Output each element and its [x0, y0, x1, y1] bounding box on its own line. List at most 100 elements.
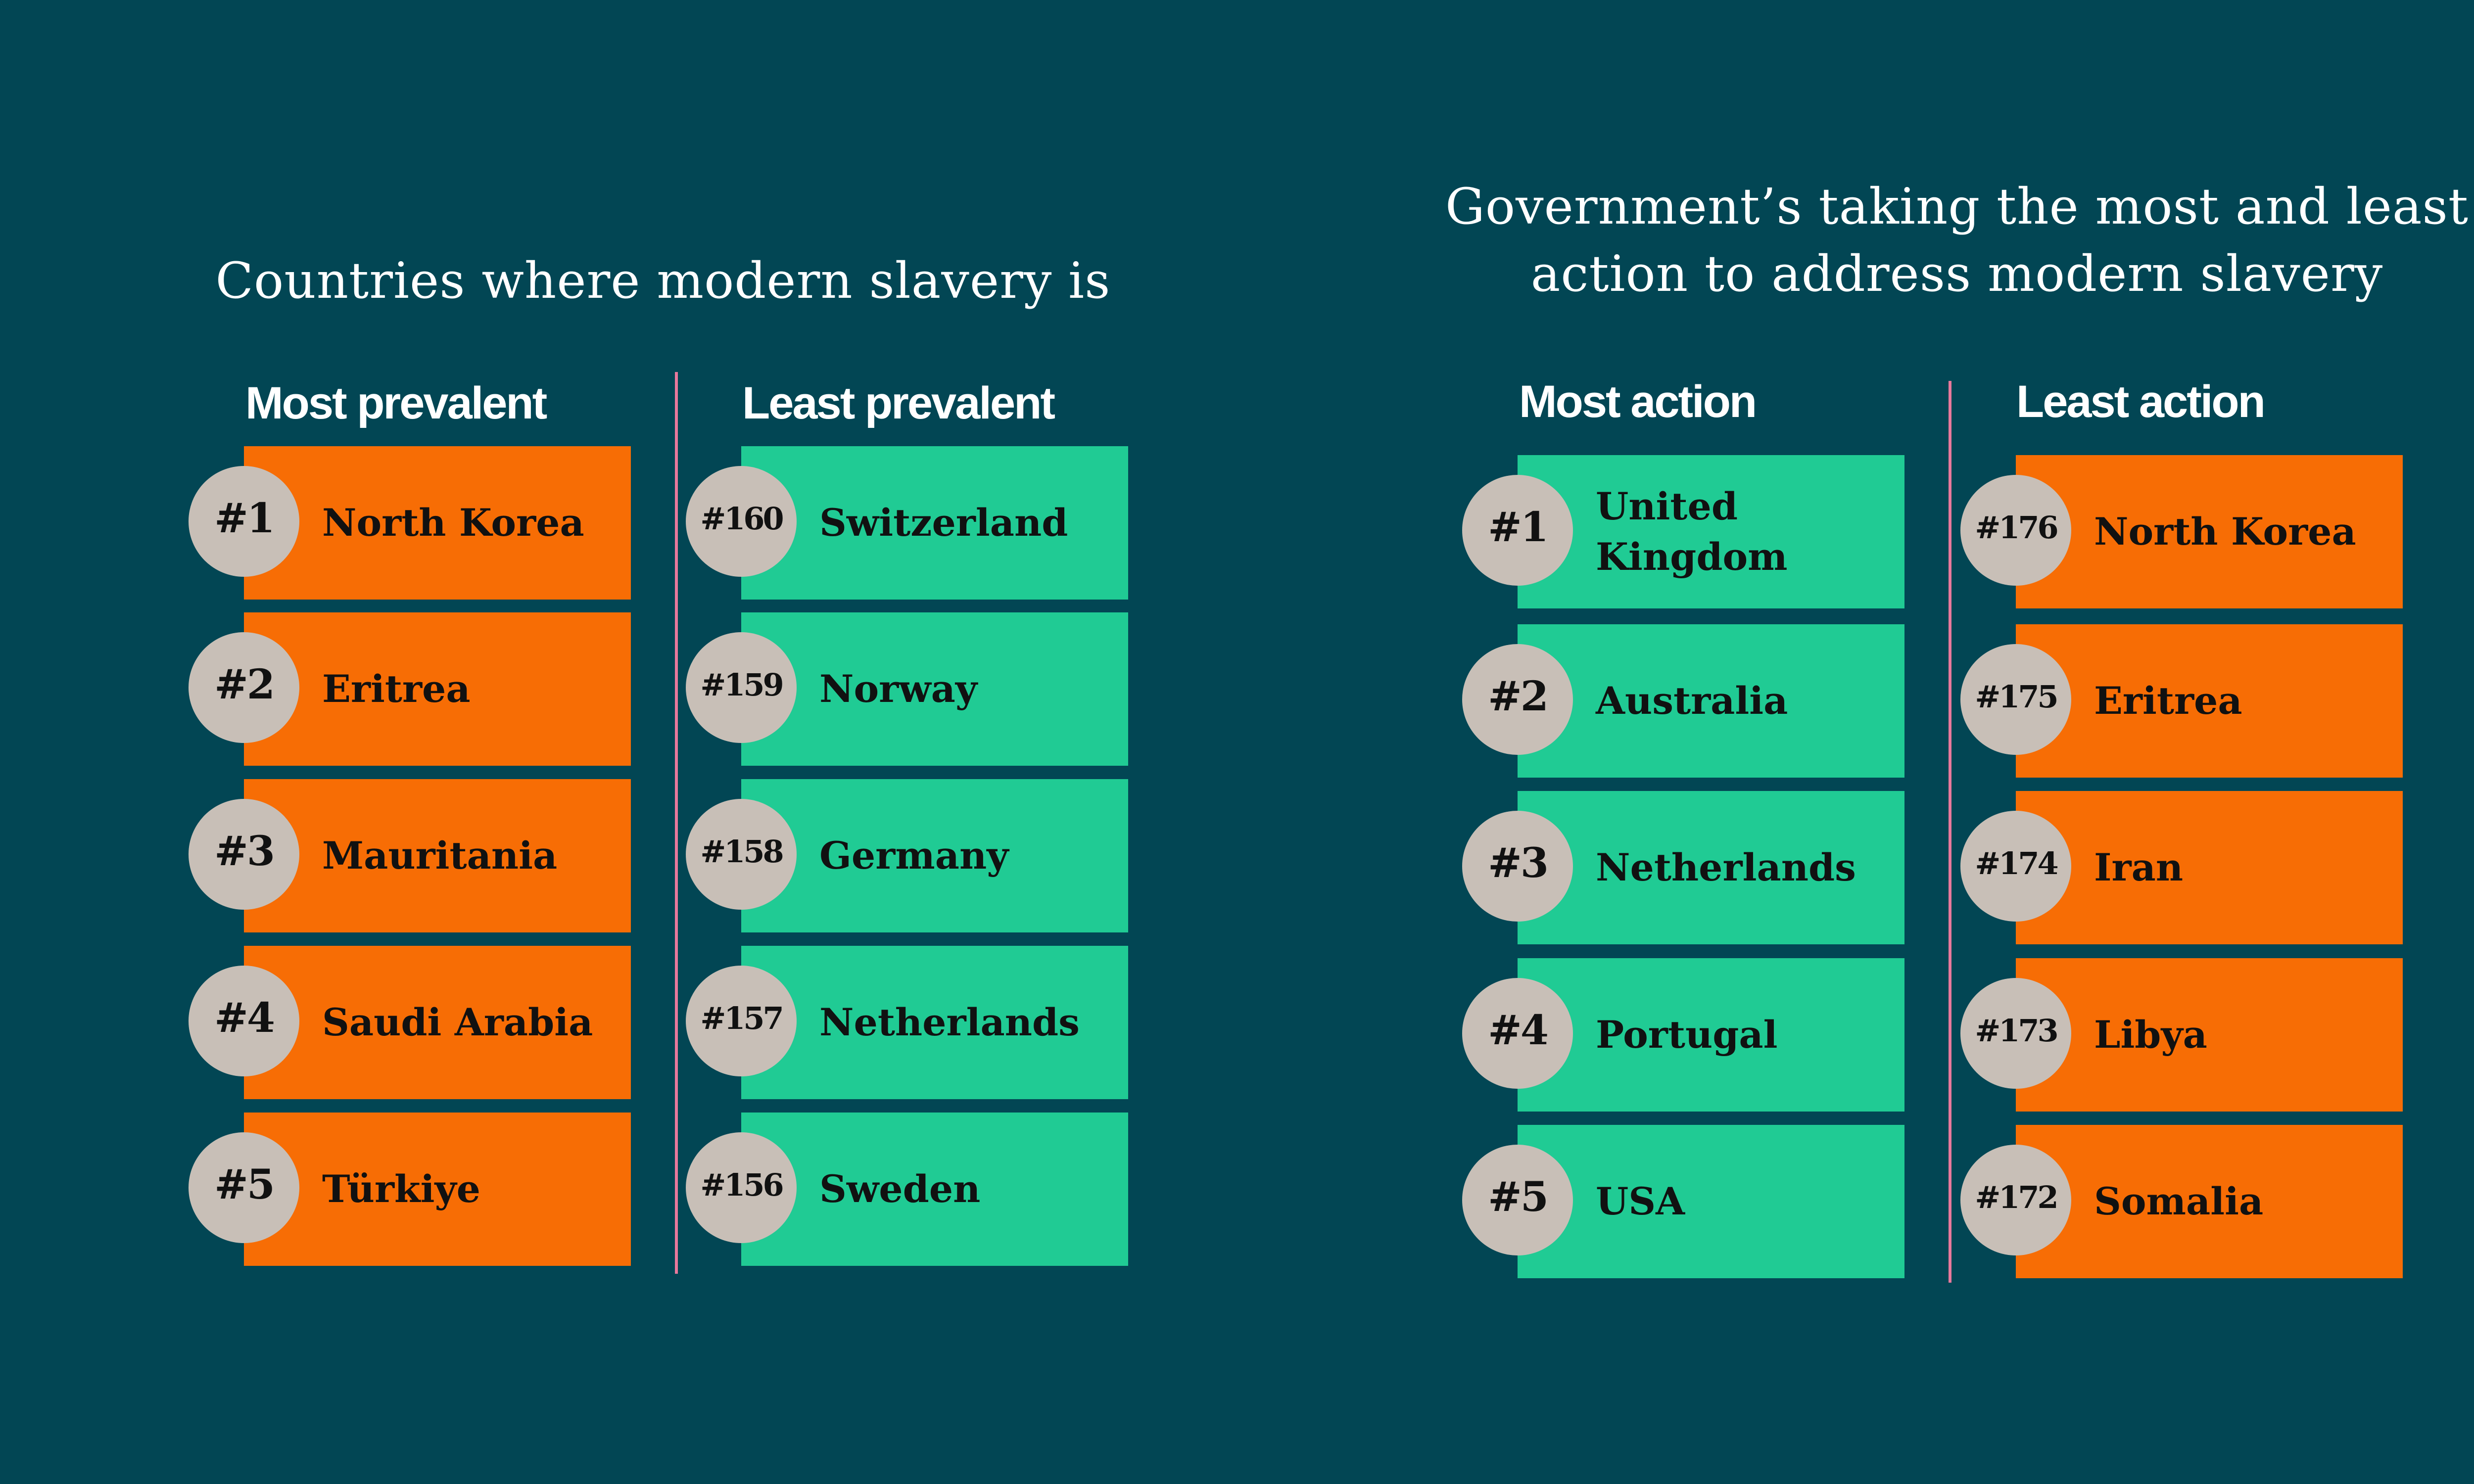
country-name: Türkiye: [322, 1167, 481, 1211]
rank-badge: #5: [1462, 1145, 1573, 1255]
list-item: #3 Netherlands: [1462, 791, 1904, 944]
list-item: #157 Netherlands: [686, 946, 1128, 1099]
rank-badge: #4: [189, 966, 299, 1076]
list-item: #174 Iran: [1960, 791, 2403, 944]
rank-badge: #3: [1462, 811, 1573, 922]
country-box: [741, 612, 1128, 766]
rank-label: #173: [1975, 1012, 2058, 1049]
country-name: Iran: [2094, 845, 2184, 889]
country-name: USA: [1596, 1179, 1685, 1223]
list-item: #156 Sweden: [686, 1113, 1128, 1266]
rank-badge: #1: [1462, 475, 1573, 586]
panel1-divider: [675, 372, 678, 1274]
most-prevalent-heading: Most prevalent: [245, 378, 547, 428]
panel2-title-line1: Government’s taking the most and least: [1445, 178, 2469, 235]
country-name: Sweden: [819, 1167, 981, 1211]
list-item: #175 Eritrea: [1960, 624, 2403, 778]
rank-badge: #1: [189, 466, 299, 577]
country-name: North Korea: [322, 501, 584, 545]
rank-badge: #160: [686, 466, 797, 577]
least-action-heading: Least action: [2016, 376, 2266, 427]
list-item: #172 Somalia: [1960, 1125, 2403, 1278]
country-box: [741, 1113, 1128, 1266]
country-name: United Kingdom: [1596, 484, 1788, 579]
panel2-title: Government’s taking the most and least a…: [1425, 173, 2474, 308]
country-box: [2016, 455, 2403, 608]
rank-label: #1: [214, 495, 275, 542]
country-box: [1518, 1125, 1904, 1278]
rank-badge: #157: [686, 966, 797, 1076]
list-item: #4 Saudi Arabia: [189, 946, 631, 1099]
country-name: Portugal: [1596, 1013, 1778, 1057]
rank-badge: #158: [686, 799, 797, 910]
list-item: #173 Libya: [1960, 958, 2403, 1112]
country-box: [1518, 455, 1904, 608]
country-name: Somalia: [2094, 1179, 2264, 1223]
country-name: Eritrea: [2094, 679, 2242, 723]
list-item: #3 Mauritania: [189, 779, 631, 932]
rank-label: #3: [1488, 839, 1549, 887]
rank-label: #1: [1488, 504, 1549, 551]
country-box: [1518, 624, 1904, 778]
rank-label: #174: [1975, 845, 2058, 881]
country-name: North Korea: [2094, 510, 2356, 554]
list-item: #4 Portugal: [1462, 958, 1904, 1112]
country-box: [2016, 958, 2403, 1112]
rank-label: #175: [1975, 678, 2058, 715]
list-item: #1 North Korea: [189, 446, 631, 600]
country-box: [2016, 624, 2403, 778]
list-item: #158 Germany: [686, 779, 1128, 932]
country-box: [741, 779, 1128, 932]
rank-badge: #4: [1462, 978, 1573, 1089]
rank-label: #5: [214, 1161, 275, 1208]
country-name: Norway: [819, 667, 978, 711]
rank-badge: #2: [1462, 644, 1573, 755]
rank-label: #160: [700, 500, 784, 537]
rank-label: #5: [1488, 1173, 1549, 1221]
list-item: #2 Eritrea: [189, 612, 631, 766]
rank-label: #4: [214, 994, 275, 1042]
rank-label: #159: [700, 666, 784, 703]
rank-label: #157: [700, 1000, 784, 1036]
rank-badge: #159: [686, 632, 797, 743]
country-name: Libya: [2094, 1013, 2207, 1057]
list-item: #159 Norway: [686, 612, 1128, 766]
country-name: Netherlands: [819, 1000, 1080, 1044]
country-name: Switzerland: [819, 501, 1068, 545]
country-box: [1518, 958, 1904, 1112]
list-item: #5 USA: [1462, 1125, 1904, 1278]
country-box: [1518, 791, 1904, 944]
list-item: #1 United Kingdom: [1462, 455, 1904, 608]
rank-badge: #2: [189, 632, 299, 743]
rank-badge: #176: [1960, 475, 2071, 586]
country-name: Australia: [1596, 679, 1788, 723]
country-name: Saudi Arabia: [322, 1000, 593, 1044]
country-box: [2016, 791, 2403, 944]
list-item: #160 Switzerland: [686, 446, 1128, 600]
list-item: #2 Australia: [1462, 624, 1904, 778]
country-box: [244, 779, 631, 932]
country-box: [741, 446, 1128, 600]
rank-label: #172: [1975, 1179, 2058, 1215]
rank-label: #2: [1488, 673, 1549, 720]
country-box: [244, 946, 631, 1099]
country-name: Eritrea: [322, 667, 471, 711]
rank-badge: #173: [1960, 978, 2071, 1089]
rank-label: #158: [700, 833, 784, 870]
rank-badge: #5: [189, 1132, 299, 1243]
country-name: Mauritania: [322, 834, 558, 878]
country-box: [244, 1113, 631, 1266]
rank-label: #176: [1975, 509, 2058, 546]
country-box: [741, 946, 1128, 1099]
rank-badge: #3: [189, 799, 299, 910]
list-item: #176 North Korea: [1960, 455, 2403, 608]
most-action-heading: Most action: [1519, 376, 1757, 427]
rank-label: #3: [214, 828, 275, 875]
panel2-title-line2: action to address modern slavery: [1530, 245, 2383, 303]
country-box: [244, 612, 631, 766]
rank-badge: #156: [686, 1132, 797, 1243]
rank-label: #4: [1488, 1007, 1549, 1054]
least-prevalent-heading: Least prevalent: [742, 378, 1055, 428]
panel2-divider: [1949, 381, 1951, 1283]
rank-badge: #172: [1960, 1145, 2071, 1255]
